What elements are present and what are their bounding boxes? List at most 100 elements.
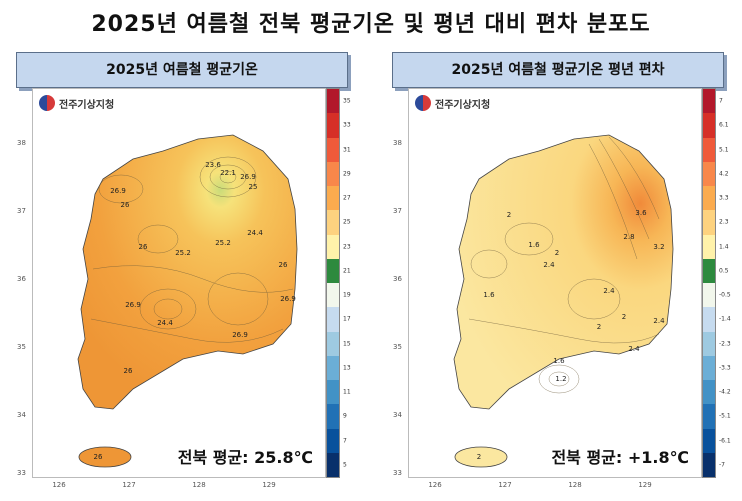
contour-label: 26 — [124, 367, 133, 375]
lat-tick: 37 — [17, 207, 26, 215]
kma-logo: 전주기상지청 — [415, 95, 490, 111]
lon-tick: 128 — [568, 481, 582, 489]
legend-swatch — [703, 355, 715, 380]
jeju-island — [454, 446, 508, 468]
legend-label: 33 — [343, 121, 351, 129]
legend-label: 25 — [343, 218, 351, 226]
legend-label: 0.5 — [719, 267, 729, 275]
legend-label: -4.2 — [719, 388, 731, 396]
legend-label: 7 — [343, 437, 347, 445]
lat-tick: 35 — [17, 343, 26, 351]
contour-label: 26 — [139, 243, 148, 251]
contour-label: 26 — [121, 201, 130, 209]
legend-swatch — [703, 283, 715, 308]
korea-landmass — [453, 134, 674, 410]
legend-swatch — [327, 113, 339, 138]
contour-label: 2.8 — [623, 233, 634, 241]
lon-tick: 128 — [192, 481, 206, 489]
contour-label: 2.4 — [628, 345, 640, 353]
contour-label: 26 — [94, 453, 103, 461]
contour-label: 1.6 — [483, 291, 495, 299]
regional-average-label: 전북 평균: +1.8℃ — [547, 443, 693, 469]
contour-label: 26.9 — [125, 301, 141, 309]
lat-tick: 38 — [393, 139, 402, 147]
legend-label: 31 — [343, 146, 351, 154]
legend-swatch — [703, 452, 715, 477]
legend-label: 9 — [343, 412, 347, 420]
legend-label: -1.4 — [719, 315, 731, 323]
temperature-anomaly-map: 3.6 2.8 3.2 2 1.6 2 2.4 1.6 2.4 2.4 2 1.… — [393, 88, 702, 489]
contour-label: 24.4 — [247, 229, 263, 237]
legend-label: 3.3 — [719, 194, 729, 202]
legend-label: 13 — [343, 364, 351, 372]
lat-tick: 33 — [393, 469, 402, 477]
kma-logo: 전주기상지청 — [39, 95, 114, 111]
legend-label: 21 — [343, 267, 351, 275]
legend-swatch — [327, 283, 339, 308]
legend-label: 5 — [343, 461, 347, 469]
contour-label: 3.2 — [653, 243, 664, 251]
temperature-anomaly-panel: 2025년 여름철 평균기온 평년 편차 — [388, 52, 731, 498]
contour-label: 2 — [622, 313, 626, 321]
legend-swatch — [327, 452, 339, 477]
lon-tick: 126 — [428, 481, 442, 489]
legend-swatch — [327, 428, 339, 453]
legend-label: 2.3 — [719, 218, 729, 226]
contour-label: 25.2 — [175, 249, 191, 257]
contour-label: 1.6 — [553, 357, 565, 365]
contour-labels-anomaly: 3.6 2.8 3.2 2 1.6 2 2.4 1.6 2.4 2.4 2 1.… — [477, 209, 665, 461]
legend-swatch — [703, 137, 715, 162]
lat-tick: 37 — [393, 207, 402, 215]
korea-landmass — [77, 134, 298, 410]
contour-label: 1.2 — [555, 375, 566, 383]
legend-swatch — [327, 258, 339, 283]
legend-label: 27 — [343, 194, 351, 202]
lat-tick: 35 — [393, 343, 402, 351]
legend-swatch — [703, 161, 715, 186]
contour-label: 2.4 — [543, 261, 555, 269]
legend-label: -3.3 — [719, 364, 731, 372]
legend-swatch — [703, 186, 715, 211]
legend-label: 1.4 — [719, 243, 729, 251]
contour-label: 23.6 — [205, 161, 221, 169]
legend-label: 23 — [343, 243, 351, 251]
legend-label: 29 — [343, 170, 351, 178]
legend-label: -5.1 — [719, 412, 731, 420]
mean-temperature-map: 23.6 22.1 26.9 25 26.9 26 26 25.2 25.2 2… — [17, 88, 326, 489]
lon-tick: 129 — [638, 481, 652, 489]
legend-label: 17 — [343, 315, 351, 323]
contour-label: 26.9 — [280, 295, 296, 303]
legend-label: -7 — [719, 461, 725, 469]
panel-title-mean: 2025년 여름철 평균기온 — [16, 52, 348, 88]
kma-emblem-icon — [415, 95, 431, 111]
lon-tick: 127 — [498, 481, 512, 489]
contour-label: 26.9 — [110, 187, 126, 195]
legend-swatch — [327, 210, 339, 235]
page-title: 2025년 여름철 전북 평균기온 및 평년 대비 편차 분포도 — [91, 12, 651, 37]
lat-tick: 36 — [393, 275, 402, 283]
legend-swatch — [327, 307, 339, 332]
legend-swatch — [703, 258, 715, 283]
contour-label: 25 — [249, 183, 258, 191]
contour-label: 24.4 — [157, 319, 173, 327]
legend-swatch — [327, 137, 339, 162]
legend-swatch — [327, 89, 339, 114]
legend-swatch — [703, 210, 715, 235]
logo-text: 전주기상지청 — [435, 99, 491, 111]
lat-tick: 36 — [17, 275, 26, 283]
legend-swatch — [703, 331, 715, 356]
legend-swatch — [327, 161, 339, 186]
legend-swatch — [327, 234, 339, 259]
legend-label: 35 — [343, 97, 351, 105]
legend-label: -0.5 — [719, 291, 731, 299]
legend-label: -2.3 — [719, 340, 731, 348]
contour-label: 25.2 — [215, 239, 231, 247]
lon-tick: 129 — [262, 481, 276, 489]
legend-swatch — [327, 380, 339, 405]
contour-label: 22.1 — [220, 169, 236, 177]
contour-label: 26.9 — [240, 173, 256, 181]
jeju-island — [78, 446, 132, 468]
contour-label: 2.4 — [603, 287, 615, 295]
contour-label: 26.9 — [232, 331, 248, 339]
regional-average-label: 전북 평균: 25.8℃ — [173, 443, 317, 469]
